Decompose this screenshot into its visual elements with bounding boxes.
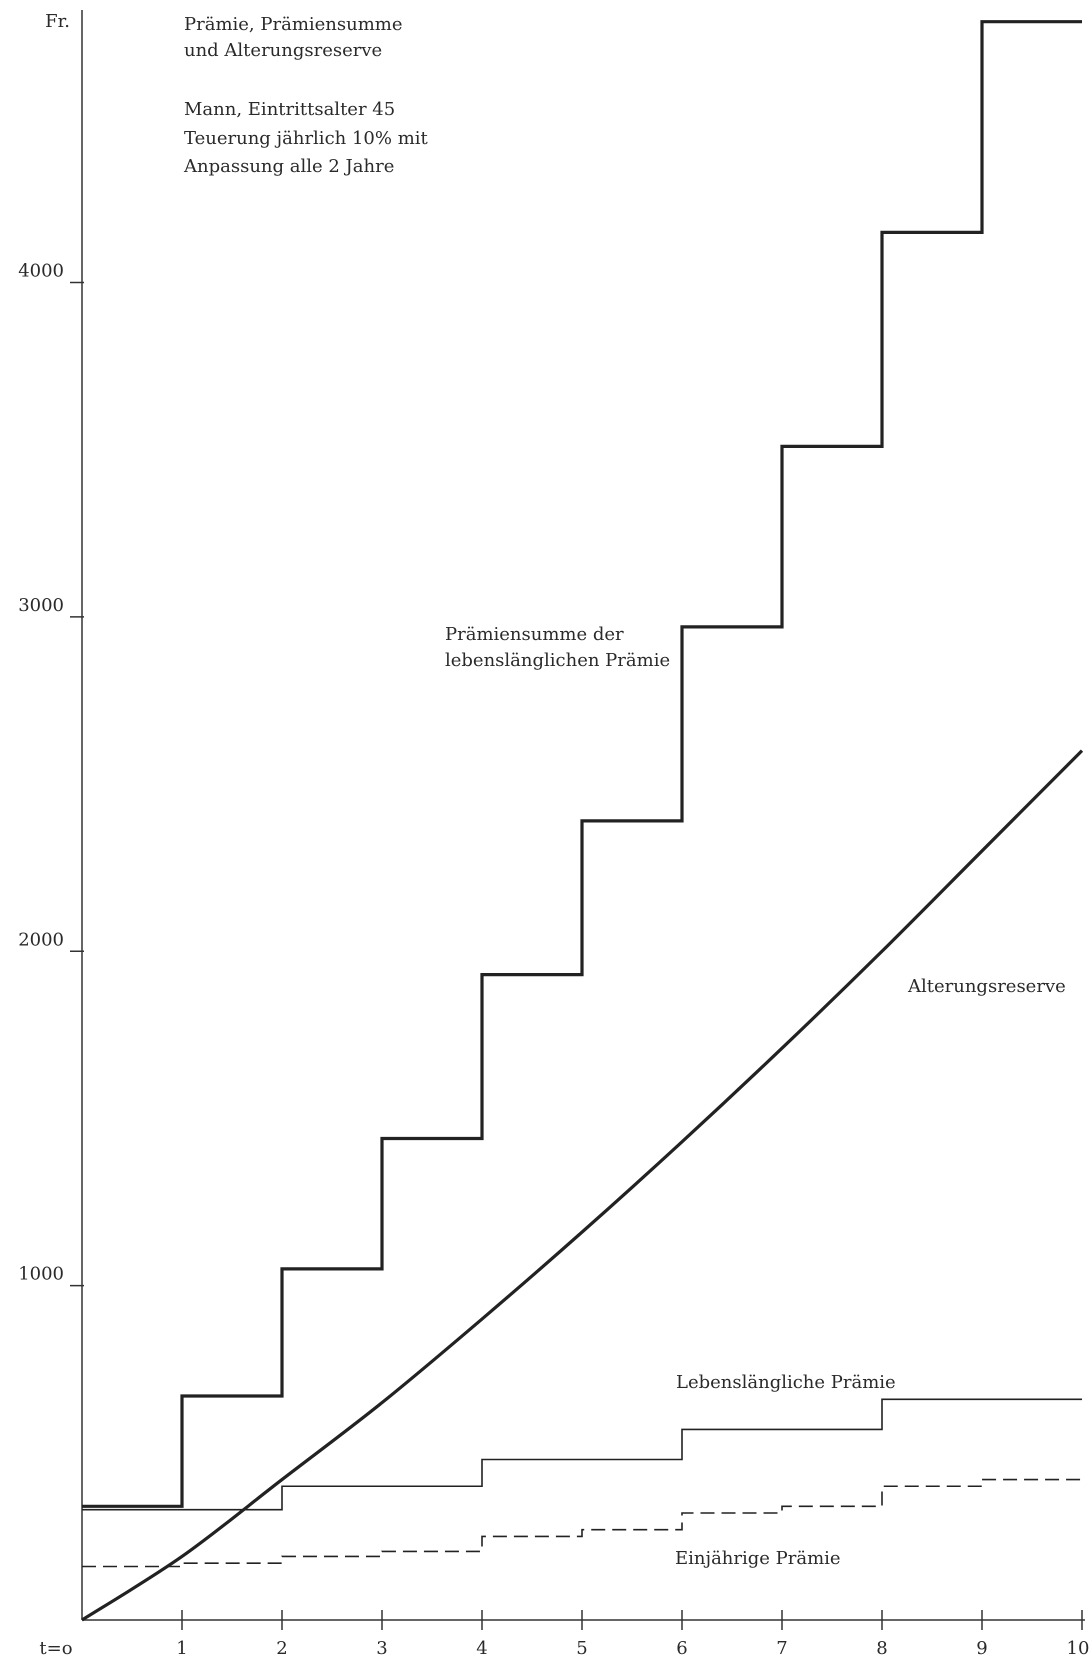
x-tick-label: 5 [576,1638,587,1659]
chart-title-line-2: und Alterungsreserve [184,40,382,61]
y-tick-label: 1000 [18,1264,64,1285]
series-label-praemiensumme-line-2: lebenslänglichen Prämie [445,650,670,671]
y-axis-unit-label: Fr. [45,11,70,32]
y-tick-label: 4000 [18,261,64,282]
y-tick-label: 3000 [18,595,64,616]
x-tick-label: 3 [376,1638,387,1659]
series-label-einjaehrige-praemie: Einjährige Prämie [675,1548,841,1569]
series-layer [81,20,1084,1622]
x-tick-label: 10 [1067,1638,1090,1659]
series-label-praemiensumme-line-1: Prämiensumme der [445,624,624,645]
x-tick-label: 9 [976,1638,987,1659]
x-tick-label: 8 [876,1638,887,1659]
x-tick-label: 4 [476,1638,487,1659]
x-tick-label: 6 [676,1638,687,1659]
x-tick-label: t=o [39,1638,72,1659]
chart-subtitle-line-3: Anpassung alle 2 Jahre [183,156,394,177]
series-praemiensumme-line [82,20,1082,1508]
series-lebenslaengliche-praemie-line [82,1398,1082,1511]
y-tick-label: 2000 [18,929,64,950]
series-label-lebenslaengliche-praemie: Lebenslängliche Prämie [676,1372,896,1393]
series-label-alterungsreserve: Alterungsreserve [907,976,1066,997]
x-ticks: t=o 1 2 3 4 5 6 7 8 9 10 [39,1610,1089,1659]
chart-subtitle-line-1: Mann, Eintrittsalter 45 [184,99,395,120]
x-tick-label: 2 [276,1638,287,1659]
series-einjaehrige-praemie-line [82,1478,1082,1568]
chart-title-line-1: Prämie, Prämiensumme [184,14,403,35]
axes [81,10,1085,1621]
chart-subtitle-line-2: Teuerung jährlich 10% mit [184,128,429,149]
x-tick-label: 1 [176,1638,187,1659]
y-ticks: 1000 2000 3000 4000 [18,261,84,1287]
x-tick-label: 7 [776,1638,787,1659]
series-alterungsreserve-line [81,749,1084,1622]
